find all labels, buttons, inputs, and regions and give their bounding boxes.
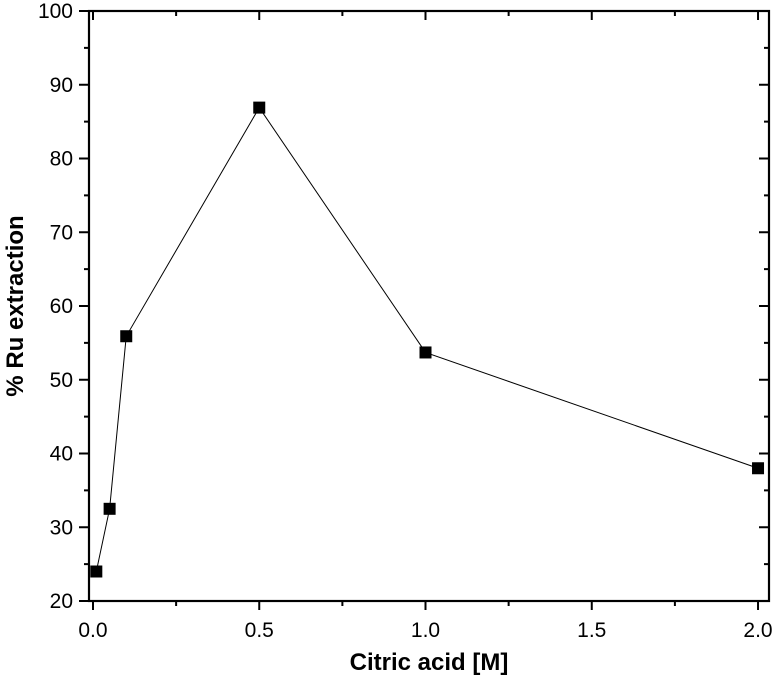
x-tick-label: 0.0: [78, 619, 107, 642]
y-tick-label: 90: [50, 74, 73, 97]
data-point-marker: [103, 502, 116, 515]
x-tick-label: 1.0: [411, 619, 440, 642]
series-line: [95, 106, 759, 572]
x-tick-label: 0.5: [245, 619, 274, 642]
y-tick-label: 60: [50, 295, 73, 318]
y-tick-label: 20: [50, 590, 73, 613]
data-point-marker: [419, 346, 432, 359]
y-axis-title: % Ru extraction: [2, 215, 29, 396]
x-tick-label: 1.5: [577, 619, 606, 642]
data-point-marker: [253, 101, 266, 114]
plot-border: [87, 9, 771, 603]
axis-ticks: [79, 10, 769, 610]
data-point-marker: [90, 565, 103, 578]
y-tick-label: 30: [50, 516, 73, 539]
x-axis-title: Citric acid [M]: [350, 649, 509, 676]
plot-frame: [87, 9, 771, 603]
data-point-marker: [752, 462, 765, 475]
axis-tick-labels: 0.0 0.5 1.0 1.5 2.0 20 30 40 50 60 70 80 90 100: [38, 0, 773, 642]
data-point-marker: [120, 330, 133, 343]
y-tick-label: 50: [50, 369, 73, 392]
x-tick-label: 2.0: [743, 619, 772, 642]
y-tick-label: 80: [50, 148, 73, 171]
y-tick-label: 70: [50, 221, 73, 244]
y-tick-label: 40: [50, 443, 73, 466]
y-tick-label: 100: [38, 0, 73, 23]
data-series: [90, 101, 765, 578]
